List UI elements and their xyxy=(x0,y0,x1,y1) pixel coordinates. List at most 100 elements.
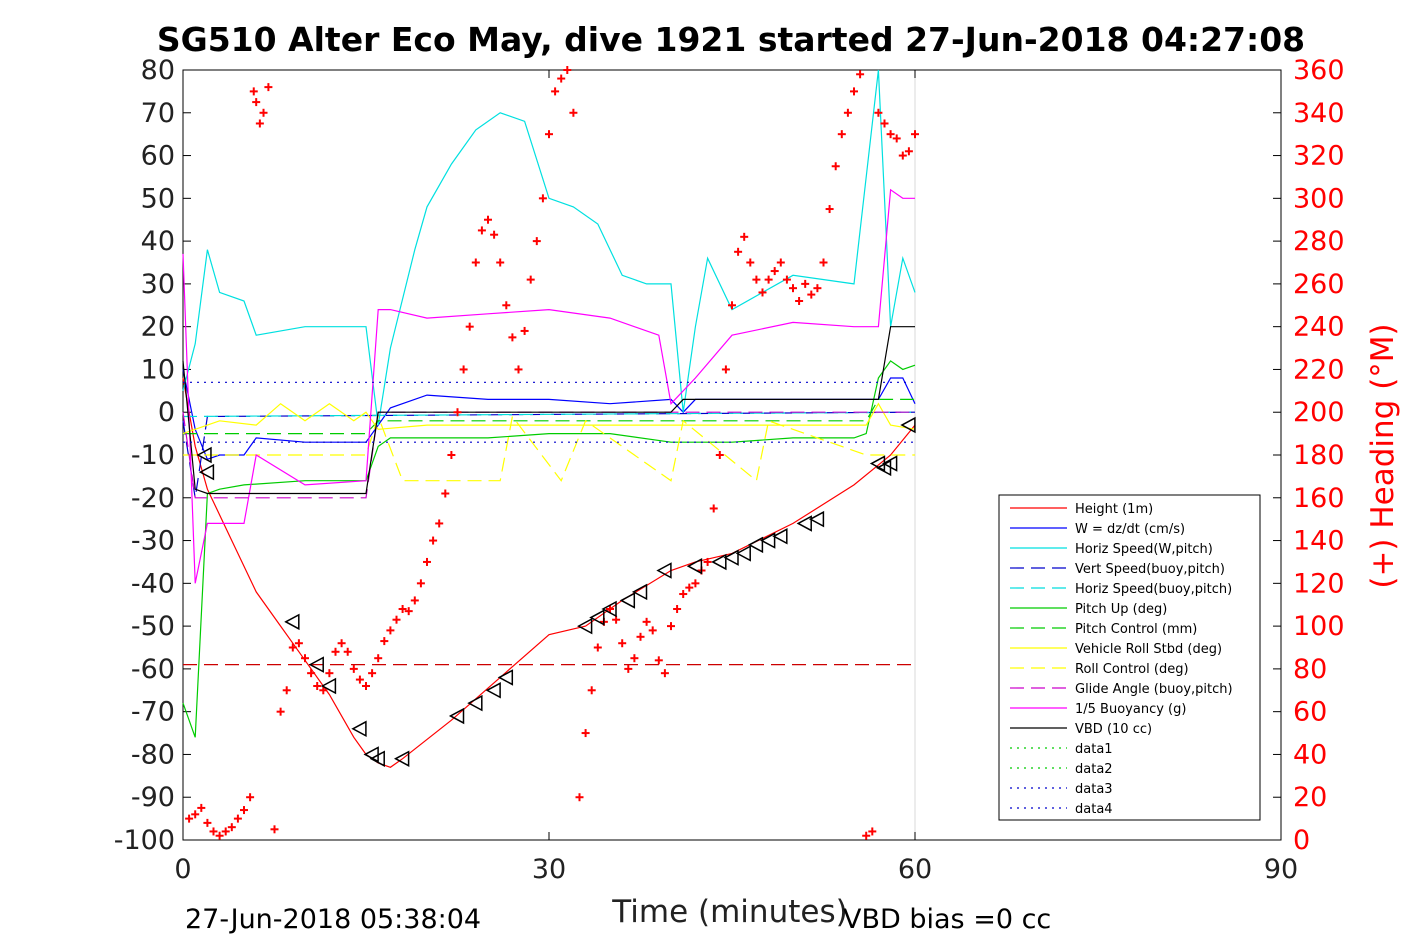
y2-tick-label: 20 xyxy=(1293,782,1327,813)
heading-point xyxy=(709,504,718,513)
heading-point xyxy=(764,275,773,284)
heading-point xyxy=(526,275,535,284)
heading-point xyxy=(441,489,450,498)
heading-point xyxy=(581,729,590,738)
y-tick-label: 80 xyxy=(141,55,175,86)
legend-label: 1/5 Buoyancy (g) xyxy=(1075,702,1186,717)
heading-point xyxy=(484,215,492,224)
heading-point xyxy=(703,557,712,566)
triangle-marker xyxy=(394,750,410,767)
triangle-marker xyxy=(320,677,337,695)
legend-label: Pitch Control (mm) xyxy=(1075,622,1197,637)
y2-tick-label: 160 xyxy=(1293,483,1345,514)
legend-label: data4 xyxy=(1075,802,1113,817)
heading-point xyxy=(252,98,261,107)
heading-point xyxy=(630,654,639,663)
triangle-marker xyxy=(735,545,751,562)
series-line-pitch-up-deg- xyxy=(182,360,916,738)
heading-point xyxy=(752,275,761,284)
heading-point xyxy=(380,637,389,646)
heading-point xyxy=(423,557,431,566)
heading-points-layer xyxy=(185,66,919,840)
heading-point xyxy=(886,130,895,139)
y-tick-label: 20 xyxy=(141,312,175,343)
heading-point xyxy=(563,66,572,74)
heading-point xyxy=(837,130,846,139)
heading-point xyxy=(368,669,377,678)
heading-point xyxy=(416,579,425,588)
heading-point xyxy=(593,643,602,652)
triangle-marker xyxy=(284,613,300,631)
legend-label: data3 xyxy=(1075,782,1113,797)
heading-point xyxy=(532,237,541,246)
heading-point xyxy=(721,365,730,374)
y-tick-label: -90 xyxy=(131,782,175,813)
heading-point xyxy=(538,194,547,203)
series-line-horiz-speed-buoy-pitch- xyxy=(182,411,916,418)
triangle-marker xyxy=(448,707,465,725)
heading-point xyxy=(233,814,242,823)
triangle-marker xyxy=(485,682,501,699)
heading-point xyxy=(801,279,810,288)
y-tick-label: -30 xyxy=(131,526,175,557)
heading-point xyxy=(862,831,871,840)
y2-tick-label: 240 xyxy=(1293,312,1345,343)
y-tick-label: 50 xyxy=(141,183,175,214)
heading-point xyxy=(843,108,852,117)
heading-point xyxy=(435,519,444,528)
triangle-marker xyxy=(882,455,898,472)
heading-point xyxy=(569,108,578,117)
triangle-marker xyxy=(601,600,617,618)
y2-tick-label: 0 xyxy=(1293,825,1310,856)
y-tick-label: -60 xyxy=(131,654,175,685)
legend-label: Vehicle Roll Stbd (deg) xyxy=(1075,642,1222,657)
heading-point xyxy=(740,232,749,241)
triangle-marker xyxy=(747,536,764,554)
y-tick-label: -70 xyxy=(131,697,175,728)
y2-tick-label: 360 xyxy=(1293,55,1345,86)
y-tick-label: -20 xyxy=(131,483,175,514)
legend-label: Pitch Up (deg) xyxy=(1075,602,1167,617)
heading-point xyxy=(691,579,700,588)
y2-tick-label: 140 xyxy=(1293,526,1345,557)
y-tick-label: -100 xyxy=(114,825,175,856)
x-tick-label: 0 xyxy=(174,854,191,885)
heading-point xyxy=(398,605,407,613)
series-line-horiz-speed-w-pitch- xyxy=(182,69,916,426)
heading-point xyxy=(197,803,206,812)
legend-label: Glide Angle (buoy,pitch) xyxy=(1075,682,1233,697)
triangle-marker xyxy=(631,583,648,601)
heading-point xyxy=(282,686,291,695)
heading-point xyxy=(789,284,797,293)
heading-point xyxy=(453,408,462,417)
triangle-marker xyxy=(369,750,385,767)
heading-point xyxy=(294,639,303,648)
footer-timestamp: 27-Jun-2018 05:38:04 xyxy=(185,904,481,935)
heading-point xyxy=(618,639,627,648)
legend-label: Height (1m) xyxy=(1075,502,1153,517)
x-tick-label: 30 xyxy=(532,854,566,885)
heading-point xyxy=(447,451,456,459)
y-tick-label: 10 xyxy=(141,354,175,385)
heading-point xyxy=(410,596,419,605)
heading-point xyxy=(782,275,791,284)
heading-point xyxy=(259,108,268,117)
heading-point xyxy=(911,130,919,139)
heading-point xyxy=(642,617,651,626)
heading-point xyxy=(734,247,743,256)
heading-point xyxy=(660,669,669,678)
heading-point xyxy=(255,119,264,128)
heading-point xyxy=(301,654,309,663)
y2-tick-label: 120 xyxy=(1293,568,1345,599)
heading-point xyxy=(636,632,645,641)
heading-point xyxy=(264,83,273,92)
heading-point xyxy=(374,654,383,663)
heading-point xyxy=(587,686,596,695)
x-tick-label: 60 xyxy=(898,854,932,885)
heading-point xyxy=(715,451,724,459)
x-tick-label: 90 xyxy=(1264,854,1298,885)
heading-point xyxy=(508,333,517,342)
heading-point xyxy=(246,793,255,802)
heading-point xyxy=(795,297,804,305)
